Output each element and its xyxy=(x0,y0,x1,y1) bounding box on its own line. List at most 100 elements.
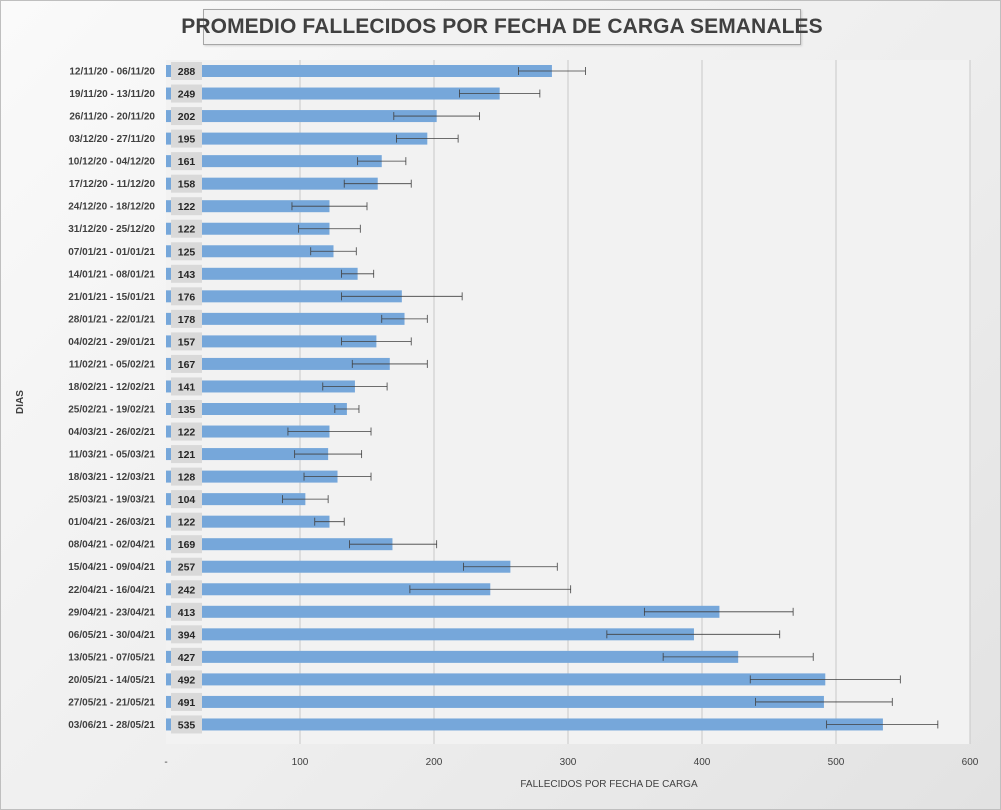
data-label: 143 xyxy=(178,269,196,281)
data-label: 202 xyxy=(178,111,196,123)
category-label: 26/11/20 - 20/11/20 xyxy=(69,112,155,123)
category-label: 18/03/21 - 12/03/21 xyxy=(68,472,155,483)
category-label: 19/11/20 - 13/11/20 xyxy=(69,89,155,100)
data-label: 141 xyxy=(178,381,196,393)
bar-row: 29/04/21 - 23/04/21 413 xyxy=(68,602,794,621)
data-label-box xyxy=(171,467,202,486)
data-label-box xyxy=(171,670,202,689)
category-label: 25/02/21 - 19/02/21 xyxy=(68,405,155,416)
data-label: 491 xyxy=(178,697,196,709)
bar xyxy=(166,222,330,235)
category-label: 03/12/20 - 27/11/20 xyxy=(69,134,156,145)
data-label: 413 xyxy=(178,607,196,619)
x-tick-label: 100 xyxy=(292,757,309,768)
bar-row: 14/01/21 - 08/01/21 143 xyxy=(68,264,375,283)
category-label: 01/04/21 - 26/03/21 xyxy=(68,517,155,528)
data-label-box xyxy=(171,512,202,531)
bar xyxy=(166,628,694,641)
data-label: 158 xyxy=(178,179,196,191)
data-label-box xyxy=(171,445,202,464)
data-label-box xyxy=(171,152,202,171)
bar xyxy=(166,65,552,77)
data-label-box xyxy=(171,535,202,554)
bar xyxy=(166,357,390,370)
bar-row: 24/12/20 - 18/12/20 122 xyxy=(68,197,368,216)
bar-rows: 12/11/20 - 06/11/20 288 19/11/20 - 13/11/2… xyxy=(68,62,939,734)
bar xyxy=(166,718,883,731)
bar xyxy=(166,380,355,393)
category-label: 18/02/21 - 12/02/21 xyxy=(68,382,155,393)
data-label-box xyxy=(171,580,202,599)
category-label: 24/12/20 - 18/12/20 xyxy=(68,202,155,213)
category-label: 13/05/21 - 07/05/21 xyxy=(68,652,155,663)
data-label-box xyxy=(171,602,202,621)
category-label: 04/02/21 - 29/01/21 xyxy=(68,337,155,348)
category-label: 31/12/20 - 25/12/20 xyxy=(68,224,155,235)
bar-row: 26/11/20 - 20/11/20 202 xyxy=(69,107,480,126)
data-label: 176 xyxy=(178,291,196,303)
bar-row: 04/03/21 - 26/02/21 122 xyxy=(68,422,372,441)
data-label: 122 xyxy=(178,517,196,529)
data-label-box xyxy=(171,309,202,328)
bar xyxy=(166,515,330,528)
data-label-box xyxy=(171,332,202,351)
data-label: 135 xyxy=(178,404,196,416)
data-label: 178 xyxy=(178,314,196,326)
category-label: 29/04/21 - 23/04/21 xyxy=(68,607,155,618)
bar-row: 21/01/21 - 15/01/21 176 xyxy=(68,287,463,306)
category-label: 07/01/21 - 01/01/21 xyxy=(68,247,155,258)
x-axis-label: FALLECIDOS POR FECHA DE CARGA xyxy=(520,779,698,790)
bar-row: 18/03/21 - 12/03/21 128 xyxy=(68,467,372,486)
bar-row: 15/04/21 - 09/04/21 257 xyxy=(68,557,558,576)
y-axis-label: DIAS xyxy=(15,390,26,414)
data-label-box xyxy=(171,264,202,283)
data-label: 122 xyxy=(178,224,196,236)
data-label-box xyxy=(171,400,202,418)
category-label: 06/05/21 - 30/04/21 xyxy=(68,630,155,641)
bar-row: 01/04/21 - 26/03/21 122 xyxy=(68,512,345,531)
x-axis-ticks: - 100 200 300 400 500 600 xyxy=(164,757,978,768)
data-label: 128 xyxy=(178,472,196,484)
data-label: 427 xyxy=(178,652,196,664)
bar xyxy=(166,177,378,190)
data-label-box xyxy=(171,219,202,238)
data-label-box xyxy=(171,197,202,216)
bar xyxy=(166,267,358,280)
bar xyxy=(166,650,739,663)
bar-row: 08/04/21 - 02/04/21 169 xyxy=(68,535,438,554)
category-label: 12/11/20 - 06/11/20 xyxy=(69,67,155,78)
data-label-box xyxy=(171,377,202,396)
data-label-box xyxy=(171,647,202,666)
data-label-box xyxy=(171,422,202,441)
x-tick-label: 400 xyxy=(694,757,711,768)
category-label: 28/01/21 - 22/01/21 xyxy=(68,314,155,325)
category-label: 03/06/21 - 28/05/21 xyxy=(68,720,155,731)
bar-row: 20/05/21 - 14/05/21 492 xyxy=(68,670,901,689)
bar-row: 10/12/20 - 04/12/20 161 xyxy=(68,152,407,171)
category-label: 25/03/21 - 19/03/21 xyxy=(68,495,155,506)
bar-row: 03/06/21 - 28/05/21 535 xyxy=(68,715,939,734)
bar xyxy=(166,110,437,123)
chart-title: PROMEDIO FALLECIDOS POR FECHA DE CARGA S… xyxy=(181,15,823,38)
data-label-box xyxy=(171,625,202,644)
bar xyxy=(166,673,826,686)
bar xyxy=(166,560,511,573)
category-label: 17/12/20 - 11/12/20 xyxy=(69,179,156,190)
data-label-box xyxy=(171,174,202,193)
bar xyxy=(166,87,500,100)
bar-row: 22/04/21 - 16/04/21 242 xyxy=(68,580,572,599)
bar xyxy=(166,245,334,258)
data-label: 249 xyxy=(178,89,196,101)
data-label: 288 xyxy=(178,66,196,78)
bar-row: 28/01/21 - 22/01/21 178 xyxy=(68,309,428,328)
data-label-box xyxy=(171,84,202,103)
bar-row: 12/11/20 - 06/11/20 288 xyxy=(69,62,586,80)
category-label: 08/04/21 - 02/04/21 xyxy=(68,540,155,551)
category-label: 20/05/21 - 14/05/21 xyxy=(68,675,155,686)
data-label-box xyxy=(171,715,202,734)
bar-row: 13/05/21 - 07/05/21 427 xyxy=(68,647,814,666)
bar-row: 07/01/21 - 01/01/21 125 xyxy=(68,242,357,261)
bar xyxy=(166,200,330,213)
x-tick-label: 600 xyxy=(962,757,979,768)
